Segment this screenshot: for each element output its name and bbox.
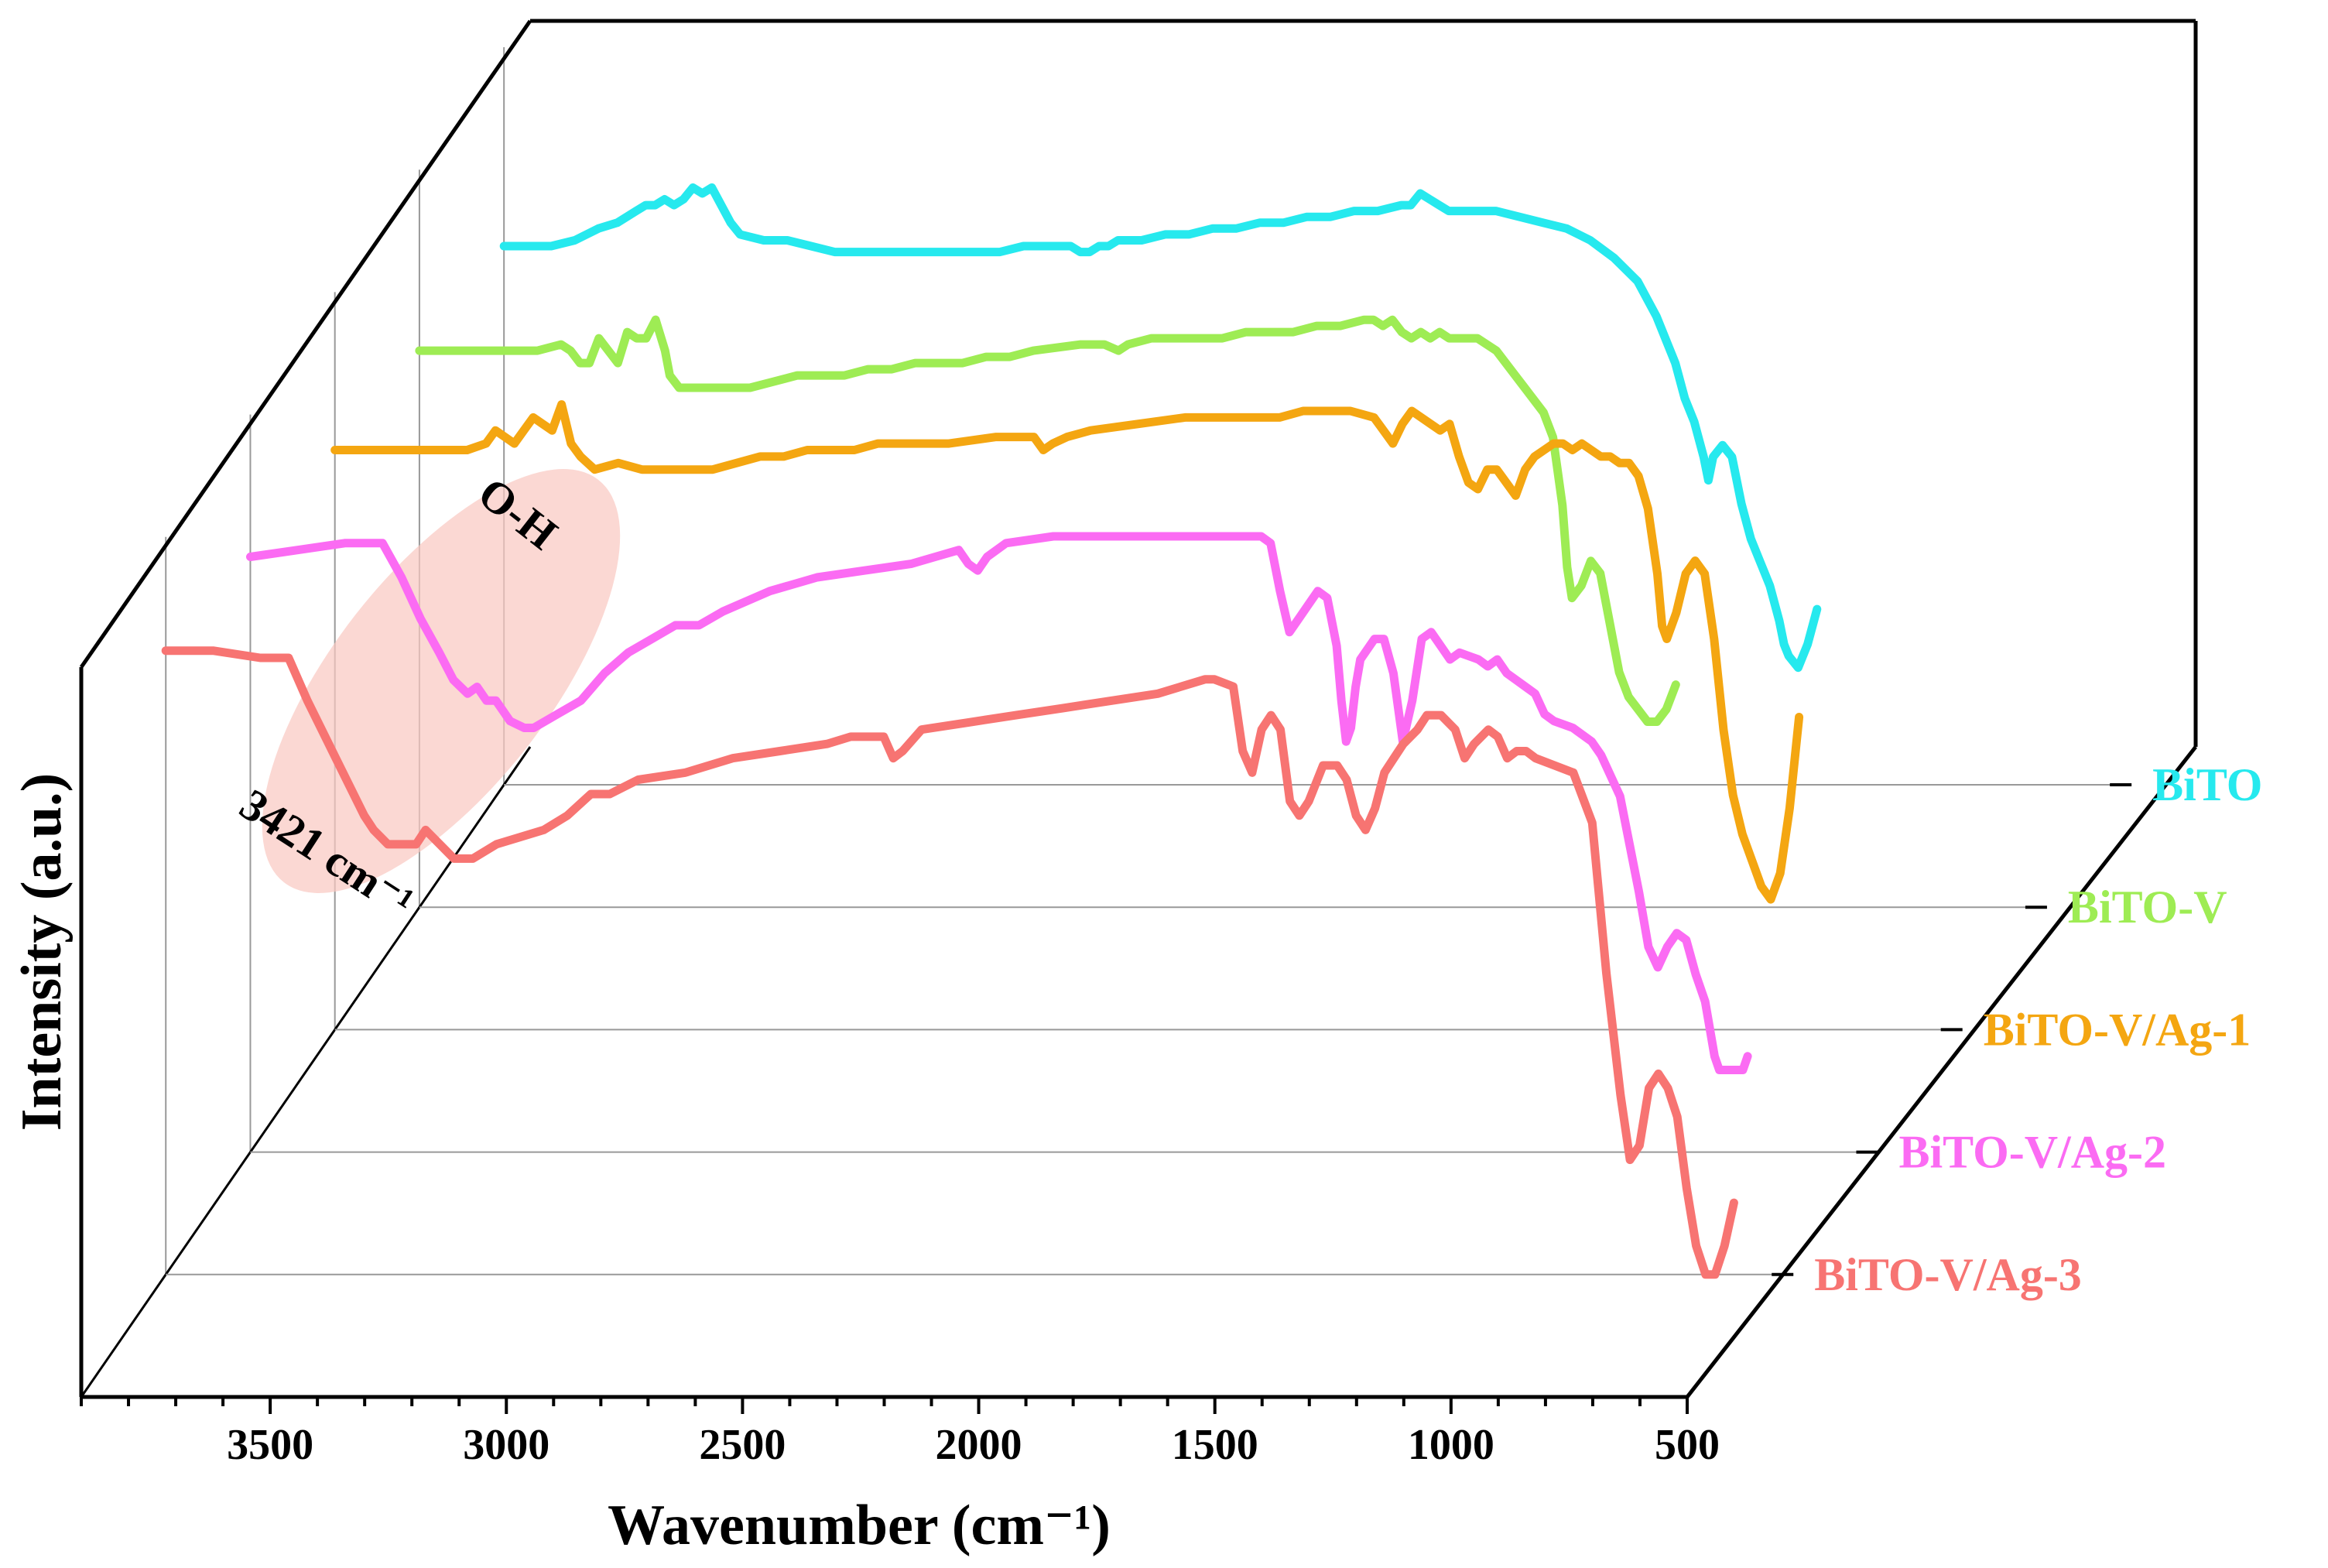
series-line-bito-v	[415, 315, 1680, 726]
x-tick-label: 500	[1655, 1421, 1720, 1469]
y-axis-title: Intensity (a.u.)	[10, 773, 74, 1131]
series-line-bito-v-ag-2	[246, 532, 1752, 1074]
series-layer	[161, 183, 1822, 1279]
top-left-depth-edge	[79, 19, 532, 669]
x-tick-label: 3500	[227, 1421, 313, 1469]
right-depth-axis	[1686, 745, 2197, 1399]
x-tick-label: 2000	[936, 1421, 1022, 1469]
x-tick-label: 3000	[463, 1421, 549, 1469]
series-axis-ticks: BiTO BiTO-V BiTO-V/Ag-1 BiTO-V/Ag-2 BiTO-V/A…	[1772, 759, 2262, 1300]
x-axis-ticks: 3500 3000 2500 2000 1500 1000 500	[80, 1397, 1720, 1469]
x-tick-label: 1500	[1172, 1421, 1258, 1469]
x-tick-label: 1000	[1408, 1421, 1494, 1469]
series-label: BiTO-V/Ag-2	[1898, 1127, 2166, 1178]
x-axis-title: Wavenumber (cm⁻¹)	[608, 1494, 1111, 1557]
x-tick-label: 2500	[699, 1421, 786, 1469]
oh-highlight-ellipse	[262, 469, 621, 893]
series-line-bito-v-ag-1	[330, 400, 1804, 904]
series-line-bito	[499, 183, 1822, 673]
series-label: BiTO-V/Ag-3	[1814, 1249, 2082, 1300]
series-label: BiTO-V/Ag-1	[1984, 1004, 2251, 1055]
series-label: BiTO-V	[2068, 882, 2227, 933]
series-label: BiTO	[2152, 759, 2262, 810]
series-line-bito-v-ag-3	[161, 646, 1738, 1279]
oh-region-highlight	[262, 469, 621, 893]
